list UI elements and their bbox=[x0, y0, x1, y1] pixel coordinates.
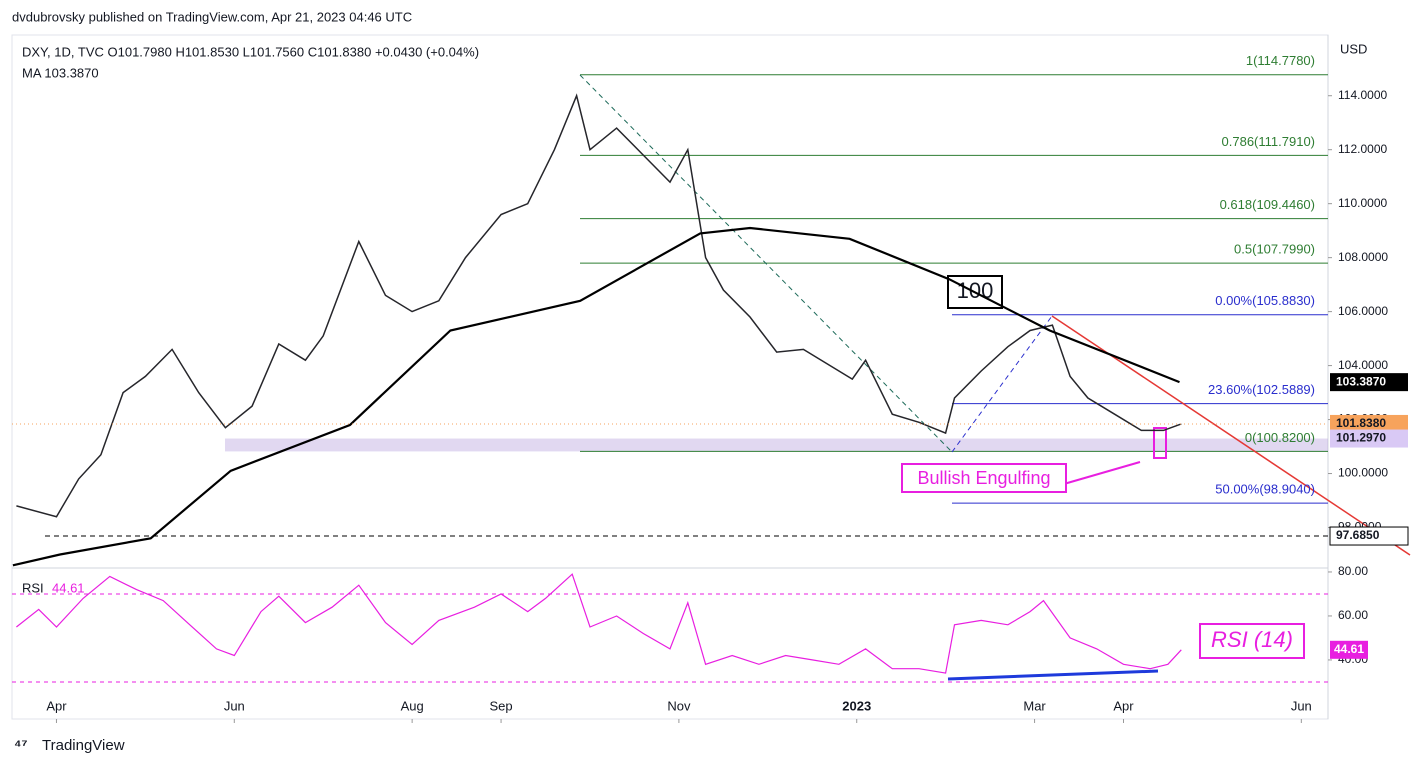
fib-label: 0(100.8200) bbox=[1245, 430, 1315, 445]
x-tick-label: 2023 bbox=[842, 698, 871, 713]
support-zone bbox=[225, 438, 1328, 452]
x-tick-label: Nov bbox=[667, 698, 691, 713]
annotation-box bbox=[901, 463, 1067, 493]
rsi-tag bbox=[1330, 640, 1368, 659]
annotation: RSI (14) bbox=[1211, 627, 1293, 652]
logo: ⁴⁷ bbox=[14, 737, 28, 754]
ext-label: 50.00%(98.9040) bbox=[1215, 482, 1315, 497]
rsi-tag-label: 44.61 bbox=[1334, 642, 1364, 656]
y-tick-label: 112.0000 bbox=[1338, 142, 1387, 156]
annotation: Bullish Engulfing bbox=[917, 468, 1050, 488]
engulfing-box bbox=[1153, 427, 1167, 459]
price-tag-label: 101.2970 bbox=[1336, 431, 1386, 445]
price-tag bbox=[1330, 414, 1408, 433]
price-tag-label: 101.8380 bbox=[1336, 416, 1386, 430]
price-tag-label: 97.6850 bbox=[1336, 528, 1380, 542]
plot-frame bbox=[11, 34, 1329, 720]
x-tick-label: Mar bbox=[1023, 698, 1046, 713]
x-tick-label: Jun bbox=[224, 698, 245, 713]
y-tick-label: 108.0000 bbox=[1338, 250, 1388, 264]
price-tag-label: 103.3870 bbox=[1336, 374, 1386, 388]
rsi-divergence bbox=[947, 669, 1159, 681]
rsi-value: 44.61 bbox=[52, 580, 85, 595]
y-tick-label: 110.0000 bbox=[1338, 196, 1387, 210]
y-tick-label: 114.0000 bbox=[1338, 88, 1387, 102]
y-tick-label: 100.0000 bbox=[1338, 466, 1388, 480]
x-tick-label: Jun bbox=[1291, 698, 1312, 713]
publisher: dvdubrovsky published on TradingView.com… bbox=[12, 9, 412, 24]
x-tick-label: Apr bbox=[1113, 698, 1134, 713]
series-line bbox=[12, 226, 1180, 567]
rsi-title: RSI bbox=[22, 580, 44, 595]
y-tick-label: 106.0000 bbox=[1338, 304, 1388, 318]
ext-diagonal bbox=[951, 315, 1053, 453]
ext-label: 0.00%(105.8830) bbox=[1215, 293, 1315, 308]
ext-label: 23.60%(102.5889) bbox=[1208, 382, 1315, 397]
footer: TradingView bbox=[42, 737, 125, 754]
chart-title: DXY, 1D, TVC O101.7980 H101.8530 L101.75… bbox=[22, 44, 479, 59]
axis-unit: USD bbox=[1340, 41, 1367, 56]
price-tag bbox=[1330, 373, 1408, 392]
fib-label: 0.786(111.7910) bbox=[1222, 134, 1315, 149]
x-tick-label: Sep bbox=[489, 698, 512, 713]
series-line bbox=[16, 573, 1182, 674]
y-tick-label: 80.00 bbox=[1338, 564, 1368, 578]
x-tick-label: Aug bbox=[401, 698, 424, 713]
fib-label: 0.5(107.7990) bbox=[1234, 242, 1315, 257]
fib-diagonal bbox=[579, 74, 953, 453]
fib-label: 0.618(109.4460) bbox=[1220, 197, 1315, 212]
annotation-box bbox=[1199, 623, 1305, 659]
chart-subtitle: MA 103.3870 bbox=[22, 65, 99, 80]
fib-label: 1(114.7780) bbox=[1246, 53, 1315, 68]
price-tag bbox=[1330, 429, 1408, 448]
y-tick-label: 60.00 bbox=[1338, 608, 1368, 622]
x-tick-label: Apr bbox=[46, 698, 67, 713]
y-tick-label: 104.0000 bbox=[1338, 358, 1388, 372]
series-line bbox=[16, 93, 1182, 518]
price-tag bbox=[1329, 526, 1409, 546]
